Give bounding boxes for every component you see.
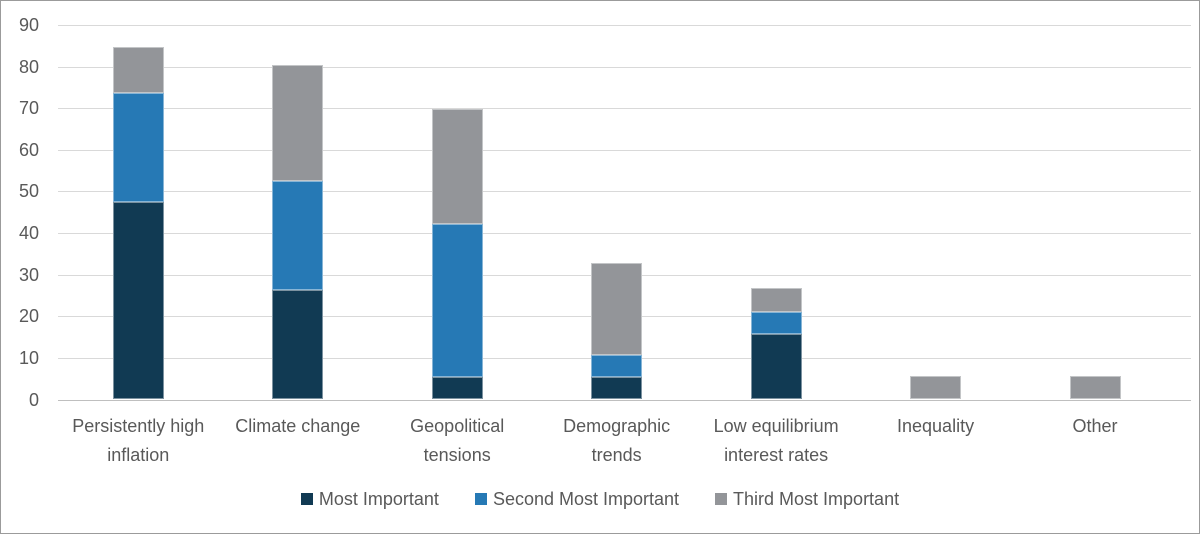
category-label-line: Demographic: [563, 416, 671, 436]
category-label-line: Persistently high: [72, 416, 205, 436]
gridline-50: [58, 191, 1191, 193]
legend: Most Important Second Most Important Third…: [1, 486, 1199, 512]
legend-label: Second Most Important: [492, 488, 680, 509]
y-tick-label-60: 60: [18, 139, 39, 160]
gridline-90: [58, 25, 1191, 26]
x-axis-line: [58, 399, 1191, 401]
legend-swatch-icon: [715, 493, 728, 505]
category-label-5: Inequality: [861, 412, 1011, 441]
bar-segment-third-0: [112, 46, 164, 93]
category-label-line: tensions: [423, 445, 491, 465]
legend-item-0: Most Important: [300, 488, 439, 510]
y-tick-label-10: 10: [18, 347, 39, 368]
bar-segment-second-2: [431, 224, 483, 378]
bar-segment-second-4: [750, 311, 802, 334]
category-label-4: Low equilibrium interest rates: [701, 412, 851, 470]
category-label-line: Inequality: [897, 416, 975, 436]
y-tick-label-80: 80: [18, 56, 39, 77]
y-tick-label-20: 20: [18, 306, 39, 327]
category-label-2: Geopolitical tensions: [382, 412, 532, 470]
bar-segment-second-1: [272, 180, 324, 291]
y-tick-label-50: 50: [18, 181, 39, 202]
legend-item-1: Second Most Important: [474, 488, 680, 510]
category-label-0: Persistently high inflation: [63, 412, 213, 470]
y-tick-label-30: 30: [18, 264, 39, 285]
legend-item-2: Third Most Important: [715, 489, 899, 510]
bar-segment-second-3: [591, 355, 643, 378]
gridline-80: [58, 66, 1191, 68]
gridline-60: [58, 149, 1191, 151]
bar-segment-third-3: [591, 263, 643, 356]
bar-segment-third-2: [431, 108, 483, 225]
y-tick-label-70: 70: [18, 98, 39, 119]
category-label-line: Geopolitical: [410, 416, 505, 436]
category-label-line: interest rates: [724, 445, 829, 465]
legend-swatch-icon: [300, 493, 313, 505]
category-label-line: inflation: [107, 445, 170, 465]
category-label-line: Low equilibrium: [713, 416, 839, 436]
bar-segment-third-6: [1069, 376, 1121, 400]
bar-segment-second-0: [112, 92, 164, 203]
legend-label: Most Important: [318, 488, 439, 509]
legend-swatch-icon: [474, 493, 487, 505]
category-label-line: Other: [1072, 416, 1118, 436]
bar-segment-most-0: [112, 202, 164, 400]
bar-segment-most-3: [591, 377, 643, 400]
category-label-line: trends: [591, 445, 642, 465]
bar-segment-most-1: [272, 290, 324, 400]
y-tick-label-0: 0: [28, 389, 39, 410]
gridline-70: [58, 108, 1191, 110]
bar-segment-third-5: [910, 376, 962, 400]
legend-label: Third Most Important: [733, 488, 900, 509]
bar-segment-most-4: [750, 333, 802, 400]
category-label-line: Climate change: [235, 416, 361, 436]
y-tick-label-40: 40: [18, 223, 39, 244]
gridline-40: [58, 233, 1191, 235]
category-label-3: Demographic trends: [542, 412, 692, 470]
bar-segment-third-4: [750, 288, 802, 312]
category-label-6: Other: [1020, 412, 1170, 441]
bar-segment-third-1: [272, 64, 324, 181]
y-tick-label-90: 90: [18, 15, 39, 35]
bar-segment-most-2: [431, 377, 483, 400]
category-label-1: Climate change: [223, 412, 373, 441]
